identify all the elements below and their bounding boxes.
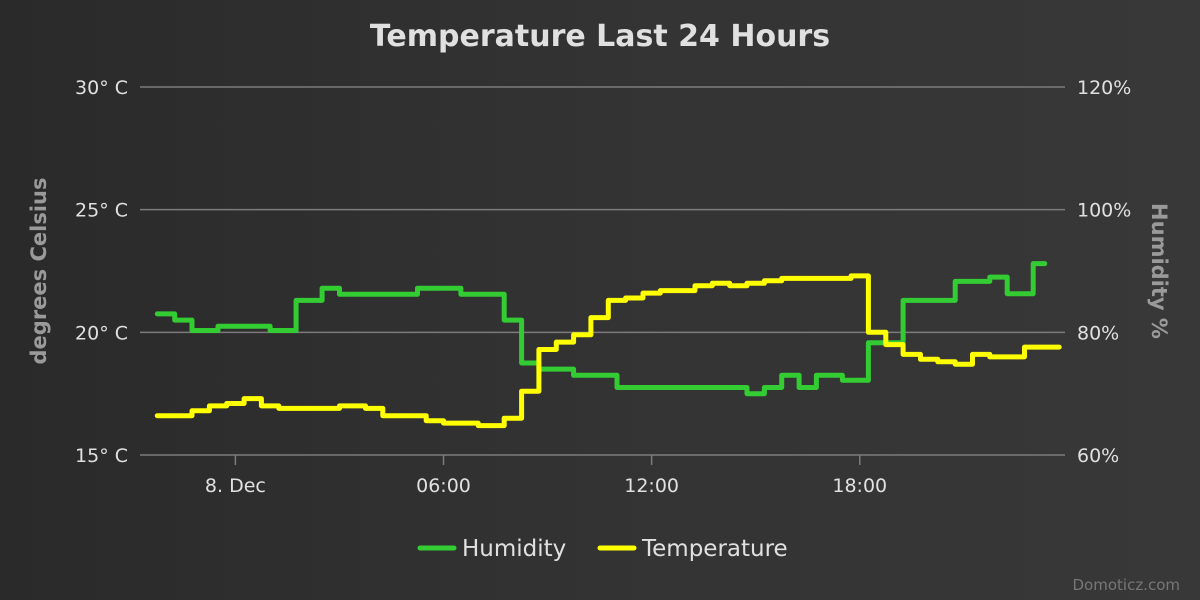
y-left-axis-title: degrees Celsius	[27, 178, 51, 365]
y-left-tick-label: 30° C	[75, 77, 128, 99]
y-right-tick-label: 120%	[1077, 77, 1131, 99]
series-line-humidity	[154, 261, 1048, 397]
right-axis-ticks: 60% 80% 100% 120%	[1077, 77, 1131, 467]
y-left-tick-label: 20° C	[75, 322, 128, 344]
x-tick-label: 12:00	[624, 475, 679, 497]
y-right-axis-title: Humidity %	[1147, 203, 1171, 339]
y-right-tick-label: 60%	[1077, 445, 1119, 467]
x-tick-label: 8. Dec	[205, 475, 266, 497]
legend-label-temperature: Temperature	[641, 536, 788, 562]
y-right-tick-label: 100%	[1077, 200, 1131, 222]
legend-item-temperature[interactable]: Temperature	[597, 536, 788, 562]
grid-lines	[140, 86, 1065, 456]
y-left-tick-label: 15° C	[75, 445, 128, 467]
legend: Humidity Temperature	[417, 536, 788, 562]
left-axis-ticks: 15° C 20° C 25° C 30° C	[75, 77, 128, 467]
y-left-tick-label: 25° C	[75, 200, 128, 222]
series-layer	[154, 261, 1062, 429]
legend-item-humidity[interactable]: Humidity	[417, 536, 566, 562]
legend-label-humidity: Humidity	[462, 536, 566, 562]
x-tick-label: 06:00	[416, 475, 471, 497]
x-axis-ticks: 8. Dec 06:00 12:00 18:00	[205, 455, 887, 497]
series-line-temperature	[154, 273, 1062, 429]
x-tick-label: 18:00	[832, 475, 887, 497]
chart-title: Temperature Last 24 Hours	[370, 19, 830, 54]
y-right-tick-label: 80%	[1077, 322, 1119, 344]
credits-link[interactable]: Domoticz.com	[1073, 576, 1181, 594]
